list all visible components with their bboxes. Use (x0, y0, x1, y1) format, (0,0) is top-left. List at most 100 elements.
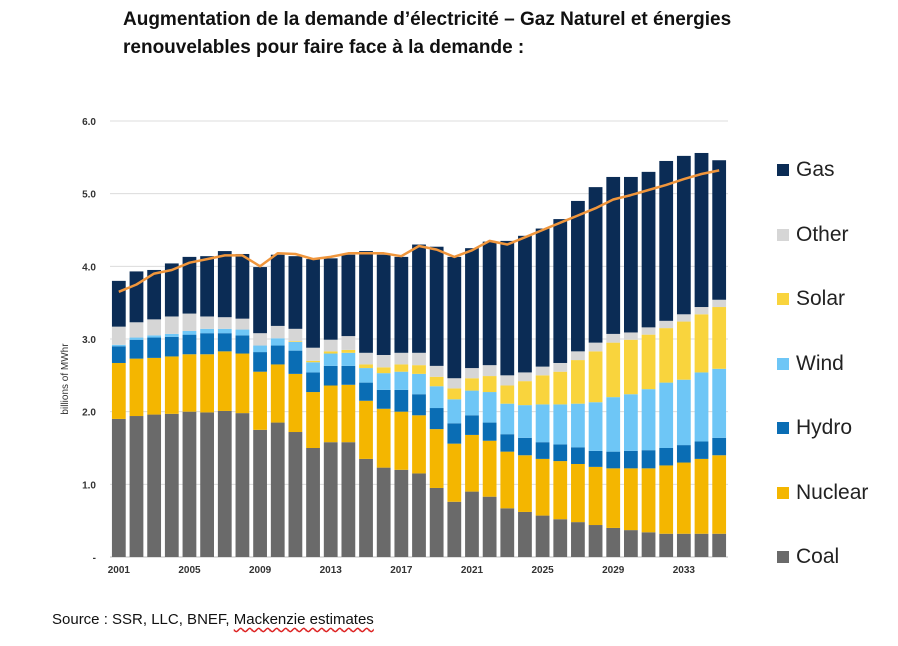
bar-segment-gas (359, 251, 373, 353)
bar-segment-solar (641, 334, 656, 390)
x-tick-label: 2001 (108, 565, 131, 576)
legend-label: Hydro (796, 416, 853, 439)
bar-segment-nuclear (659, 465, 674, 534)
bar-segment-solar (359, 364, 373, 369)
bar-segment-other (129, 322, 144, 338)
bar-segment-solar (712, 307, 727, 369)
bar-segment-wind (518, 405, 532, 438)
bar-segment-gas (500, 240, 515, 376)
legend-swatch (777, 293, 789, 305)
source-prefix: Source : SSR, LLC, BNEF, (52, 611, 234, 628)
y-axis-label: billions of MWhr (60, 343, 71, 415)
bar-segment-hydro (429, 408, 444, 430)
bar-segment-coal (341, 442, 356, 557)
bar-segment-nuclear (394, 411, 409, 470)
bar-segment-solar (571, 360, 585, 404)
bar-segment-hydro (588, 450, 603, 467)
bar-segment-hydro (712, 437, 727, 456)
bar-segment-other (571, 351, 585, 361)
bar-segment-other (606, 333, 621, 343)
legend-label: Solar (796, 287, 846, 310)
bar-segment-nuclear (235, 353, 250, 414)
bar-segment-wind (376, 373, 391, 390)
bar-segment-coal (217, 410, 232, 557)
bar-segment-other (164, 316, 179, 334)
title-line-1: Augmentation de la demande d’électricité… (123, 9, 732, 30)
bar-segment-nuclear (641, 468, 656, 533)
bar-segment-gas (164, 263, 179, 317)
legend-label: Other (796, 222, 849, 246)
bar-segment-nuclear (447, 443, 462, 502)
bar-segment-wind (553, 404, 568, 445)
bar-segment-solar (623, 339, 638, 395)
bar-segment-gas (659, 160, 674, 321)
bar-segment-other (623, 332, 638, 340)
bar-segment-other (482, 365, 497, 377)
bar-segment-coal (235, 413, 250, 557)
x-tick-label: 2013 (320, 565, 343, 576)
bar-segment-solar (465, 378, 479, 391)
legend-item-hydro: Hydro (777, 413, 852, 443)
bar-segment-coal (482, 496, 497, 557)
bar-segment-other (712, 299, 727, 308)
bar-segment-gas (676, 155, 691, 315)
bar-segment-solar (659, 328, 674, 383)
x-tick-label: 2033 (673, 565, 696, 576)
bar-segment-wind (500, 403, 515, 435)
bar-segment-gas (341, 254, 356, 337)
bar-segment-nuclear (676, 462, 691, 534)
legend-swatch (777, 422, 789, 434)
bar-segment-other (641, 327, 656, 335)
bar-segment-nuclear (270, 364, 285, 423)
bar-segment-wind (147, 335, 162, 338)
legend-item-nuclear: Nuclear (777, 478, 868, 508)
bar-segment-other (359, 352, 373, 365)
bar-segment-nuclear (217, 351, 232, 411)
legend-item-other: Other (777, 220, 849, 250)
bar-segment-coal (676, 533, 691, 557)
bar-segment-coal (288, 432, 303, 557)
bar-segment-other (659, 320, 674, 329)
bar-segment-nuclear (288, 373, 303, 433)
bar-segment-coal (429, 487, 444, 557)
bar-segment-gas (465, 248, 479, 369)
bar-segment-solar (676, 321, 691, 380)
bar-segment-gas (270, 254, 285, 326)
bar-segment-gas (182, 256, 197, 314)
bar-segment-gas (712, 160, 727, 300)
bar-segment-hydro (694, 441, 709, 459)
bar-segment-solar (394, 364, 409, 372)
bar-segment-wind (217, 328, 232, 334)
bar-segment-coal (694, 533, 709, 557)
bar-segment-nuclear (606, 468, 621, 528)
bar-segment-gas (482, 241, 497, 366)
bar-segment-hydro (111, 346, 126, 363)
bar-segment-nuclear (535, 458, 550, 516)
bar-segment-wind (323, 353, 338, 366)
bar-segment-nuclear (359, 400, 373, 459)
bar-segment-gas (535, 228, 550, 367)
legend-label: Gas (796, 158, 835, 181)
bar-segment-other (235, 318, 250, 330)
bar-segment-coal (306, 448, 320, 557)
bar-segment-other (676, 314, 691, 322)
bar-segment-nuclear (553, 461, 568, 520)
bar-segment-wind (535, 404, 550, 443)
bar-segment-nuclear (482, 440, 497, 497)
bar-segment-hydro (270, 345, 285, 365)
bar-segment-hydro (606, 451, 621, 469)
bar-segment-wind (129, 337, 144, 340)
bar-segment-gas (111, 280, 126, 327)
bar-segment-gas (641, 171, 656, 328)
bar-segment-coal (323, 442, 338, 557)
bar-segment-wind (571, 403, 585, 448)
bar-segment-wind (641, 389, 656, 451)
bar-segment-other (518, 372, 532, 382)
bar-segment-gas (200, 256, 215, 317)
bar-segment-wind (341, 352, 356, 366)
bar-segment-hydro (412, 394, 426, 416)
bar-segment-nuclear (111, 362, 126, 419)
bar-segment-coal (200, 412, 215, 557)
bar-segment-nuclear (200, 354, 215, 413)
bar-segment-coal (571, 522, 585, 557)
